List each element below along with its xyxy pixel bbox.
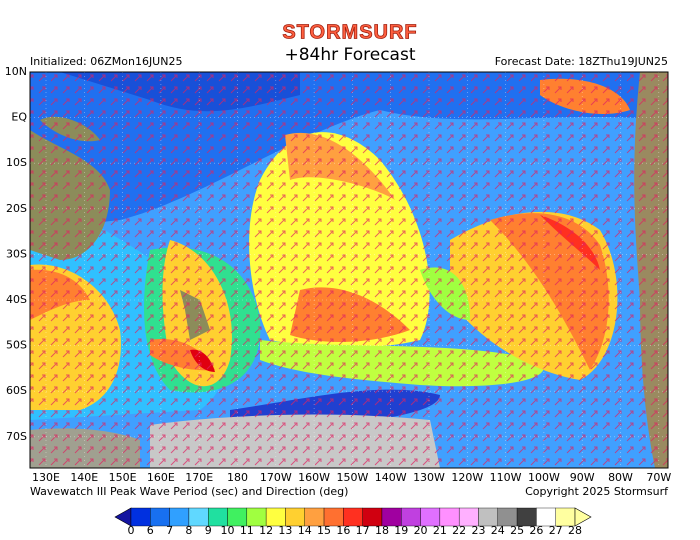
colorbar-label: 0 [128, 524, 135, 537]
colorbar-label: 23 [471, 524, 485, 537]
initialized: Initialized: 06ZMon16JUN25 [30, 55, 182, 68]
colorbar-label: 9 [205, 524, 212, 537]
longitude-label: 140W [375, 471, 407, 484]
colorbar-label: 28 [568, 524, 582, 537]
colorbar-label: 21 [433, 524, 447, 537]
brand: STORMSURF [282, 21, 417, 43]
latitude-label: 40S [6, 293, 27, 306]
colorbar-label: 25 [510, 524, 524, 537]
longitude-label: 160E [147, 471, 175, 484]
longitude-label: 130E [32, 471, 60, 484]
longitude-label: 140E [70, 471, 98, 484]
colorbar-label: 26 [529, 524, 543, 537]
map [30, 72, 668, 468]
latitude-label: 60S [6, 384, 27, 397]
colorbar-label: 15 [317, 524, 331, 537]
colorbar-label: 17 [356, 524, 370, 537]
colorbar-label: 10 [221, 524, 235, 537]
copyright: Copyright 2025 Stormsurf [525, 485, 669, 498]
colorbar-label: 24 [491, 524, 505, 537]
colorbar-label: 14 [298, 524, 312, 537]
title: +84hr Forecast [285, 45, 416, 65]
longitude-label: 170E [185, 471, 213, 484]
colorbar-arrow-right [574, 507, 592, 527]
map-frame [29, 71, 669, 469]
colorbar-label: 18 [375, 524, 389, 537]
longitude-label: 80W [608, 471, 633, 484]
latitude-label: 50S [6, 339, 27, 352]
longitude-label: 70W [646, 471, 671, 484]
latitude-label: EQ [11, 111, 27, 124]
colorbar-label: 11 [240, 524, 254, 537]
colorbar-label: 6 [147, 524, 154, 537]
latitude-label: 10S [6, 156, 27, 169]
forecast-date: Forecast Date: 18ZThu19JUN25 [495, 55, 668, 68]
latitude-label: 30S [6, 247, 27, 260]
longitude-label: 110W [490, 471, 522, 484]
colorbar-label: 12 [259, 524, 273, 537]
longitude-label: 180 [227, 471, 248, 484]
colorbar-label: 22 [452, 524, 466, 537]
colorbar-label: 19 [394, 524, 408, 537]
longitude-label: 120W [451, 471, 483, 484]
colorbar-label: 16 [336, 524, 350, 537]
latitude-label: 10N [5, 65, 27, 78]
longitude-label: 170W [260, 471, 292, 484]
longitude-label: 100W [528, 471, 560, 484]
colorbar-label: 13 [278, 524, 292, 537]
colorbar-label: 27 [549, 524, 563, 537]
longitude-label: 90W [570, 471, 595, 484]
longitude-label: 150E [109, 471, 137, 484]
latitude-label: 20S [6, 202, 27, 215]
latitude-label: 70S [6, 430, 27, 443]
colorbar-label: 20 [414, 524, 428, 537]
longitude-label: 160W [298, 471, 330, 484]
caption: Wavewatch III Peak Wave Period (sec) and… [30, 485, 348, 498]
longitude-label: 130W [413, 471, 445, 484]
colorbar-label: 8 [185, 524, 192, 537]
colorbar-label: 7 [166, 524, 173, 537]
longitude-label: 150W [336, 471, 368, 484]
